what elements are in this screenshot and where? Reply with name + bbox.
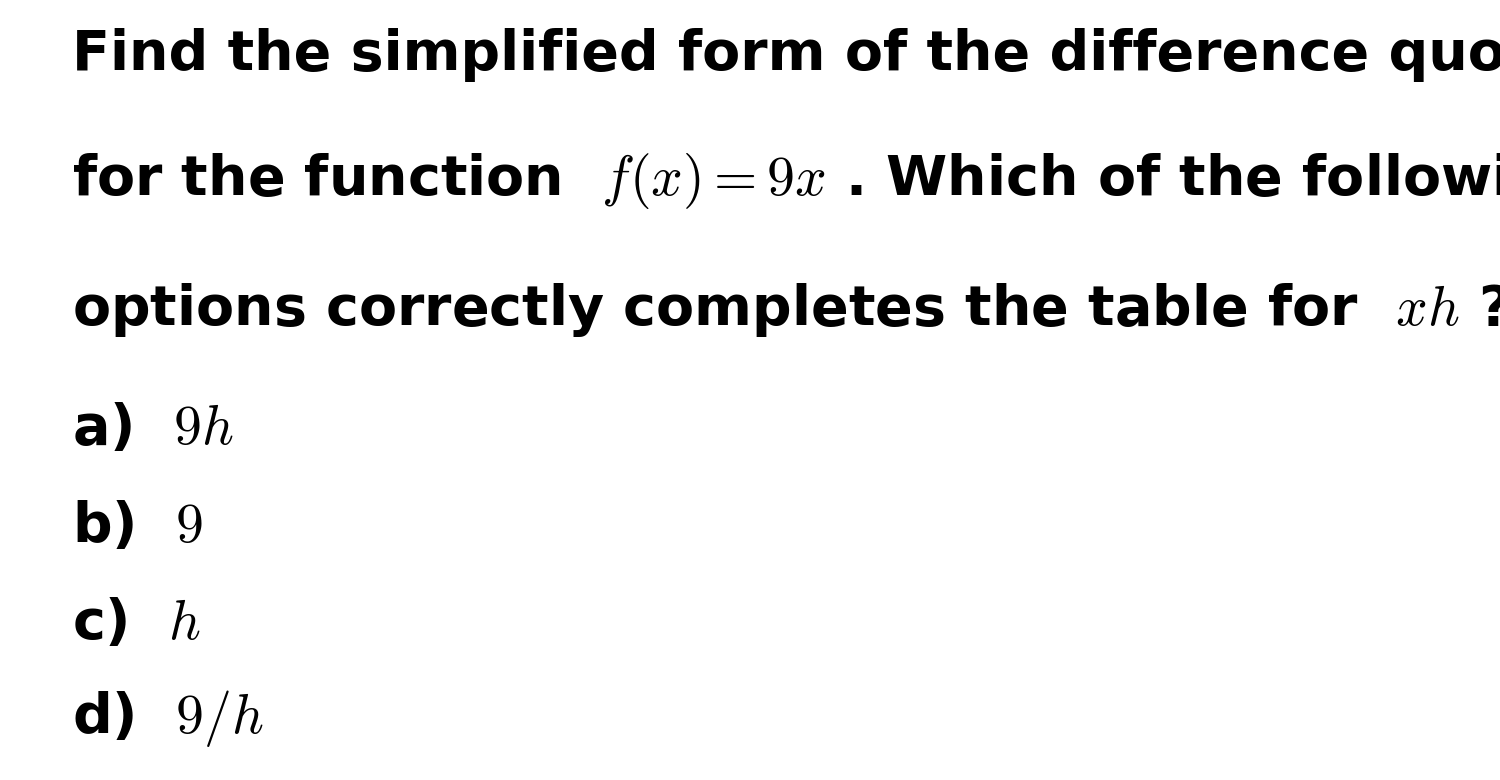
Text: Find the simplified form of the difference quotient: Find the simplified form of the differen… <box>72 28 1500 82</box>
Text: d)  $9/h$: d) $9/h$ <box>72 688 264 749</box>
Text: b)  $9$: b) $9$ <box>72 500 202 554</box>
Text: options correctly completes the table for  $xh$ ?: options correctly completes the table fo… <box>72 282 1500 339</box>
Text: c)  $h$: c) $h$ <box>72 597 201 651</box>
Text: a)  $9h$: a) $9h$ <box>72 402 234 456</box>
Text: for the function  $f(x) = 9x$ . Which of the following: for the function $f(x) = 9x$ . Which of … <box>72 151 1500 211</box>
